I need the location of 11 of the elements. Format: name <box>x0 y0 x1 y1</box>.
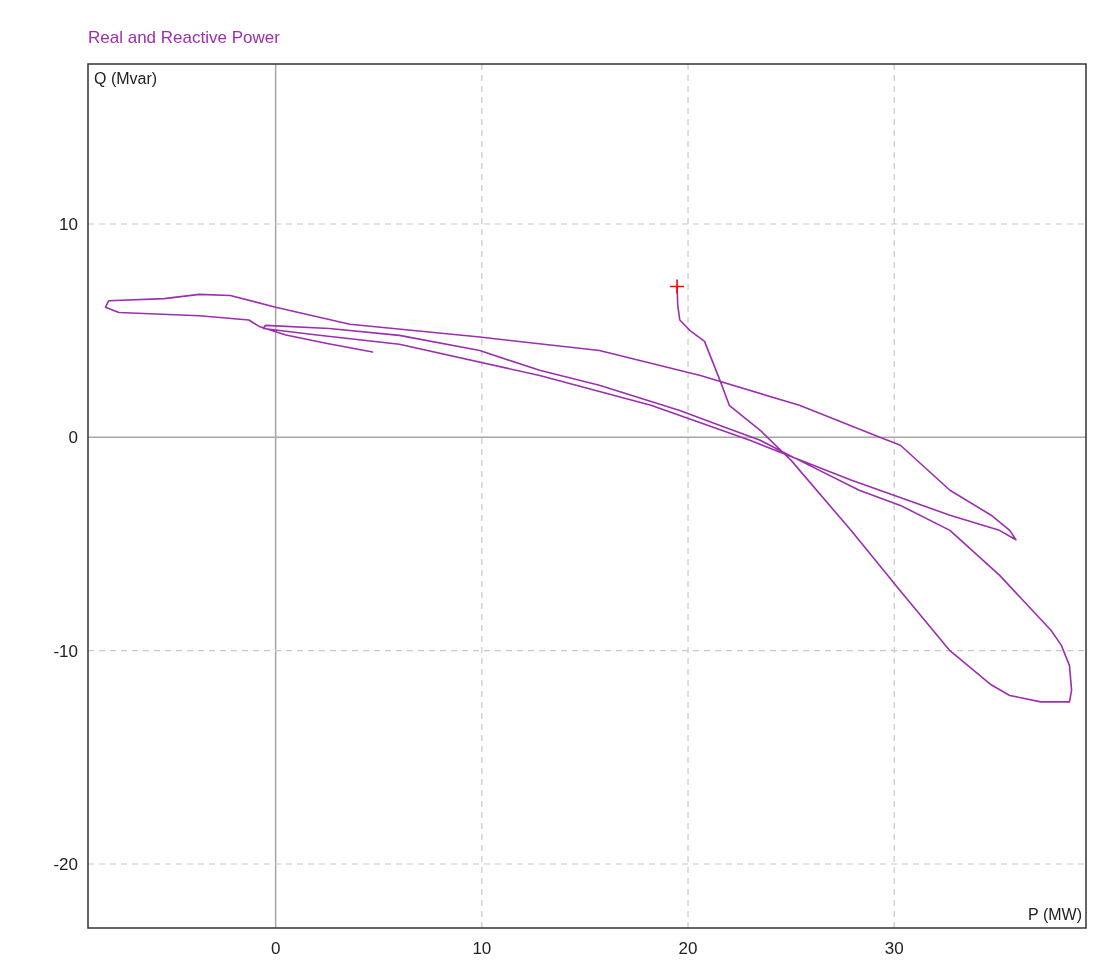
chart-title: Real and Reactive Power <box>88 28 281 47</box>
x-tick-label: 30 <box>884 939 904 958</box>
y-tick-label: -20 <box>53 855 78 874</box>
x-tick-label: 10 <box>472 939 492 958</box>
y-axis-title: Q (Mvar) <box>94 70 158 87</box>
y-tick-label: 0 <box>68 428 78 448</box>
x-tick-label: 0 <box>270 939 281 958</box>
y-tick-label: -10 <box>53 641 78 661</box>
y-tick-label: 10 <box>59 215 78 234</box>
x-axis-title: P (MW) <box>1028 906 1082 923</box>
x-tick-label: 20 <box>678 939 698 958</box>
